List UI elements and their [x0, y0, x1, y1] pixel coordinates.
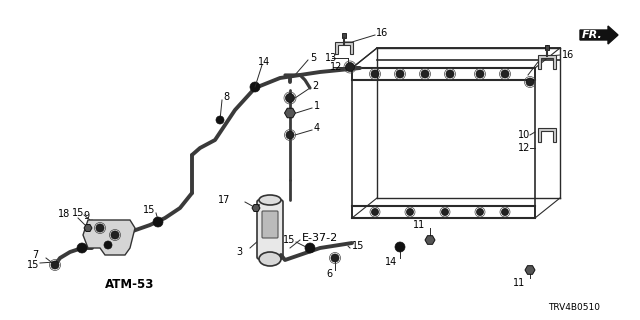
Text: 12: 12 — [518, 143, 530, 153]
Text: 1: 1 — [314, 101, 320, 111]
Text: 13: 13 — [325, 53, 337, 63]
Text: 11: 11 — [413, 220, 425, 230]
Circle shape — [96, 224, 104, 232]
Text: 4: 4 — [314, 123, 320, 133]
Circle shape — [442, 209, 449, 215]
Text: 15: 15 — [27, 260, 39, 270]
Text: ATM-53: ATM-53 — [105, 278, 154, 292]
Circle shape — [346, 62, 355, 71]
Text: E-37-2: E-37-2 — [302, 233, 339, 243]
Ellipse shape — [259, 252, 281, 266]
Circle shape — [111, 231, 119, 239]
Circle shape — [395, 242, 405, 252]
Polygon shape — [83, 220, 135, 255]
Bar — [342, 33, 346, 38]
Circle shape — [477, 209, 483, 215]
Bar — [545, 45, 549, 50]
Text: 14: 14 — [385, 257, 397, 267]
Circle shape — [371, 70, 379, 78]
Polygon shape — [580, 26, 618, 44]
Text: 17: 17 — [218, 195, 230, 205]
FancyBboxPatch shape — [262, 211, 278, 238]
Circle shape — [476, 70, 484, 78]
Circle shape — [502, 209, 509, 215]
Circle shape — [285, 93, 294, 102]
Circle shape — [153, 217, 163, 227]
Text: 10: 10 — [518, 130, 530, 140]
Circle shape — [526, 78, 534, 86]
Circle shape — [305, 243, 315, 253]
Polygon shape — [538, 128, 556, 142]
Text: 3: 3 — [236, 247, 242, 257]
Text: 6: 6 — [326, 269, 332, 279]
Circle shape — [216, 116, 224, 124]
Polygon shape — [84, 225, 92, 231]
Circle shape — [371, 209, 378, 215]
Polygon shape — [425, 236, 435, 244]
Circle shape — [396, 70, 404, 78]
Text: 16: 16 — [376, 28, 388, 38]
Text: 14: 14 — [258, 57, 270, 67]
Circle shape — [250, 82, 260, 92]
Text: 18: 18 — [58, 209, 70, 219]
Text: 8: 8 — [223, 92, 229, 102]
Circle shape — [51, 261, 59, 269]
Text: 11: 11 — [513, 278, 525, 288]
Text: 9: 9 — [83, 211, 89, 221]
Polygon shape — [538, 55, 556, 69]
Circle shape — [286, 131, 294, 139]
Text: FR.: FR. — [582, 30, 603, 40]
Circle shape — [421, 70, 429, 78]
Circle shape — [104, 241, 112, 249]
Polygon shape — [335, 42, 353, 54]
Circle shape — [406, 209, 413, 215]
Circle shape — [501, 70, 509, 78]
Text: 16: 16 — [562, 50, 574, 60]
Circle shape — [446, 70, 454, 78]
Text: 15: 15 — [352, 241, 364, 251]
Text: 15: 15 — [72, 208, 84, 218]
Text: 15: 15 — [283, 235, 295, 245]
Text: 5: 5 — [310, 53, 316, 63]
Text: TRV4B0510: TRV4B0510 — [548, 303, 600, 313]
Text: 15: 15 — [143, 205, 155, 215]
Polygon shape — [525, 266, 535, 274]
Text: 12: 12 — [330, 62, 342, 72]
Polygon shape — [252, 204, 260, 212]
Circle shape — [331, 254, 339, 262]
FancyBboxPatch shape — [257, 200, 283, 259]
Text: 7: 7 — [32, 250, 38, 260]
Polygon shape — [285, 108, 296, 118]
Ellipse shape — [259, 195, 281, 205]
Circle shape — [77, 243, 87, 253]
Text: 2: 2 — [312, 81, 318, 91]
